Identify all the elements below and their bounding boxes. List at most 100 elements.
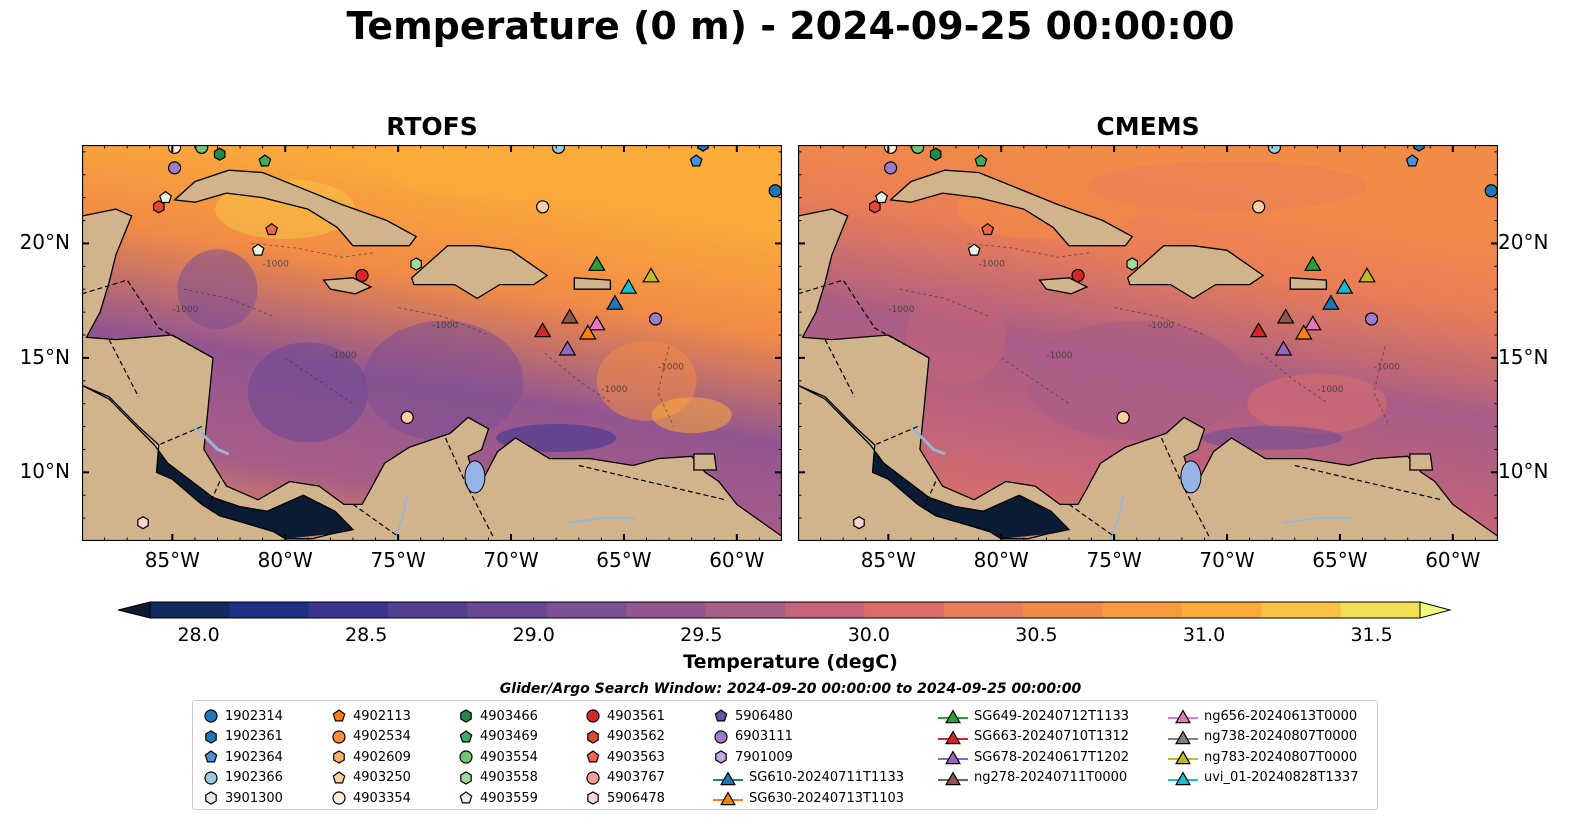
argo-float-marker[interactable] [1405,154,1419,167]
legend-hexagon-icon[interactable] [205,791,217,805]
lon-tick-label: 85°W [860,548,916,572]
legend-triangle-icon[interactable] [945,730,961,744]
legend-hexagon-icon[interactable] [333,750,345,764]
legend-hexagon-icon[interactable] [587,791,599,805]
argo-float-marker[interactable] [551,145,566,154]
legend-triangle-icon[interactable] [945,750,961,765]
map-panel-cmems[interactable]: -1000 -1000 -1000 -1000 -1000 -1000 [798,145,1498,541]
temperature-patch [247,342,368,443]
legend-marker-icon [332,709,346,722]
glider-marker[interactable] [642,267,660,283]
legend-triangle-icon[interactable] [720,771,736,785]
argo-float-marker[interactable] [213,147,226,161]
glider-marker[interactable] [587,315,606,331]
legend-pentagon-icon[interactable] [332,771,346,784]
argo-float-marker[interactable] [1364,312,1379,326]
legend-triangle-icon[interactable] [1175,771,1191,785]
legend-pentagon-icon[interactable] [204,750,218,763]
legend-circle-icon[interactable] [586,771,600,785]
argo-float-marker[interactable] [195,145,209,154]
glider-marker[interactable] [1322,294,1340,310]
argo-float-marker[interactable] [911,145,925,154]
argo-float-marker[interactable] [1484,184,1498,198]
argo-float-marker[interactable] [768,184,782,198]
legend-circle-icon[interactable] [332,791,346,805]
map-panel-rtofs[interactable]: -1000 -1000 -1000 -1000 -1000 -1000 [82,145,782,541]
colorbar-tick-label: 30.5 [1015,624,1058,646]
glider-marker[interactable] [587,255,606,271]
legend-circle-icon[interactable] [204,709,218,723]
argo-float-marker[interactable] [251,243,265,256]
argo-float-marker[interactable] [167,145,182,154]
argo-float-marker[interactable] [981,222,995,236]
argo-float-marker[interactable] [258,154,272,167]
legend-circle-icon[interactable] [714,730,728,744]
argo-float-marker[interactable] [265,222,279,236]
argo-float-marker[interactable] [868,200,881,214]
legend-pentagon-icon[interactable] [714,709,728,722]
legend-pentagon-icon[interactable] [459,791,473,804]
glider-marker[interactable] [1249,321,1268,338]
glider-marker[interactable] [1276,308,1295,324]
glider-marker[interactable] [560,308,579,324]
argo-float-marker[interactable] [689,154,703,167]
argo-float-marker[interactable] [974,154,988,167]
argo-float-marker[interactable] [883,145,898,154]
legend-hexagon-icon[interactable] [460,709,472,723]
argo-float-marker[interactable] [1116,410,1130,424]
legend-triangle-icon[interactable] [1175,750,1191,765]
argo-float-marker[interactable] [159,190,173,204]
legend-item: 5906478 [585,788,665,809]
legend-triangle-icon[interactable] [1175,709,1191,724]
legend-triangle-icon[interactable] [1175,730,1191,744]
argo-float-marker[interactable] [1413,145,1425,152]
legend-circle-icon[interactable] [586,709,600,723]
argo-float-marker[interactable] [1126,257,1138,271]
argo-float-marker[interactable] [400,410,414,424]
isobath-contour [544,352,613,405]
argo-float-marker[interactable] [152,200,165,214]
argo-float-marker[interactable] [536,200,550,214]
legend-circle-icon[interactable] [204,771,218,785]
glider-marker[interactable] [578,324,597,340]
legend-circle-icon[interactable] [332,730,346,744]
glider-marker[interactable] [558,340,577,356]
glider-marker[interactable] [1294,324,1313,340]
glider-marker[interactable] [619,278,638,294]
legend-triangle-icon[interactable] [945,771,961,785]
legend-triangle-icon[interactable] [945,709,961,724]
argo-float-marker[interactable] [167,161,182,175]
panel-title-rtofs: RTOFS [386,112,478,141]
argo-float-marker[interactable] [929,147,942,161]
legend-triangle-icon[interactable] [720,791,736,806]
argo-float-marker[interactable] [967,243,981,256]
glider-marker[interactable] [1303,255,1322,271]
argo-float-marker[interactable] [875,190,889,204]
glider-marker[interactable] [533,321,552,338]
argo-float-marker[interactable] [883,161,898,175]
argo-float-marker[interactable] [1267,145,1282,154]
legend-pentagon-icon[interactable] [586,750,600,763]
legend-circle-icon[interactable] [459,750,473,764]
legend-pentagon-icon[interactable] [459,730,473,743]
legend-hexagon-icon[interactable] [715,750,727,764]
glider-marker[interactable] [1335,278,1354,294]
glider-marker[interactable] [1358,267,1376,283]
legend-hexagon-icon[interactable] [460,771,472,785]
argo-float-marker[interactable] [648,312,663,326]
land-jamaica [322,277,373,295]
legend-pentagon-icon[interactable] [332,709,346,722]
isobath-contour [183,288,275,318]
legend-hexagon-icon[interactable] [587,730,599,744]
argo-float-marker[interactable] [1252,200,1266,214]
legend-hexagon-icon[interactable] [205,730,217,744]
glider-marker[interactable] [1274,340,1293,356]
argo-float-marker[interactable] [355,268,369,283]
argo-float-marker[interactable] [137,516,149,530]
argo-float-marker[interactable] [853,516,865,530]
argo-float-marker[interactable] [697,145,709,152]
glider-marker[interactable] [606,294,624,310]
argo-float-marker[interactable] [410,257,422,271]
argo-float-marker[interactable] [1071,268,1085,283]
glider-marker[interactable] [1303,315,1322,331]
